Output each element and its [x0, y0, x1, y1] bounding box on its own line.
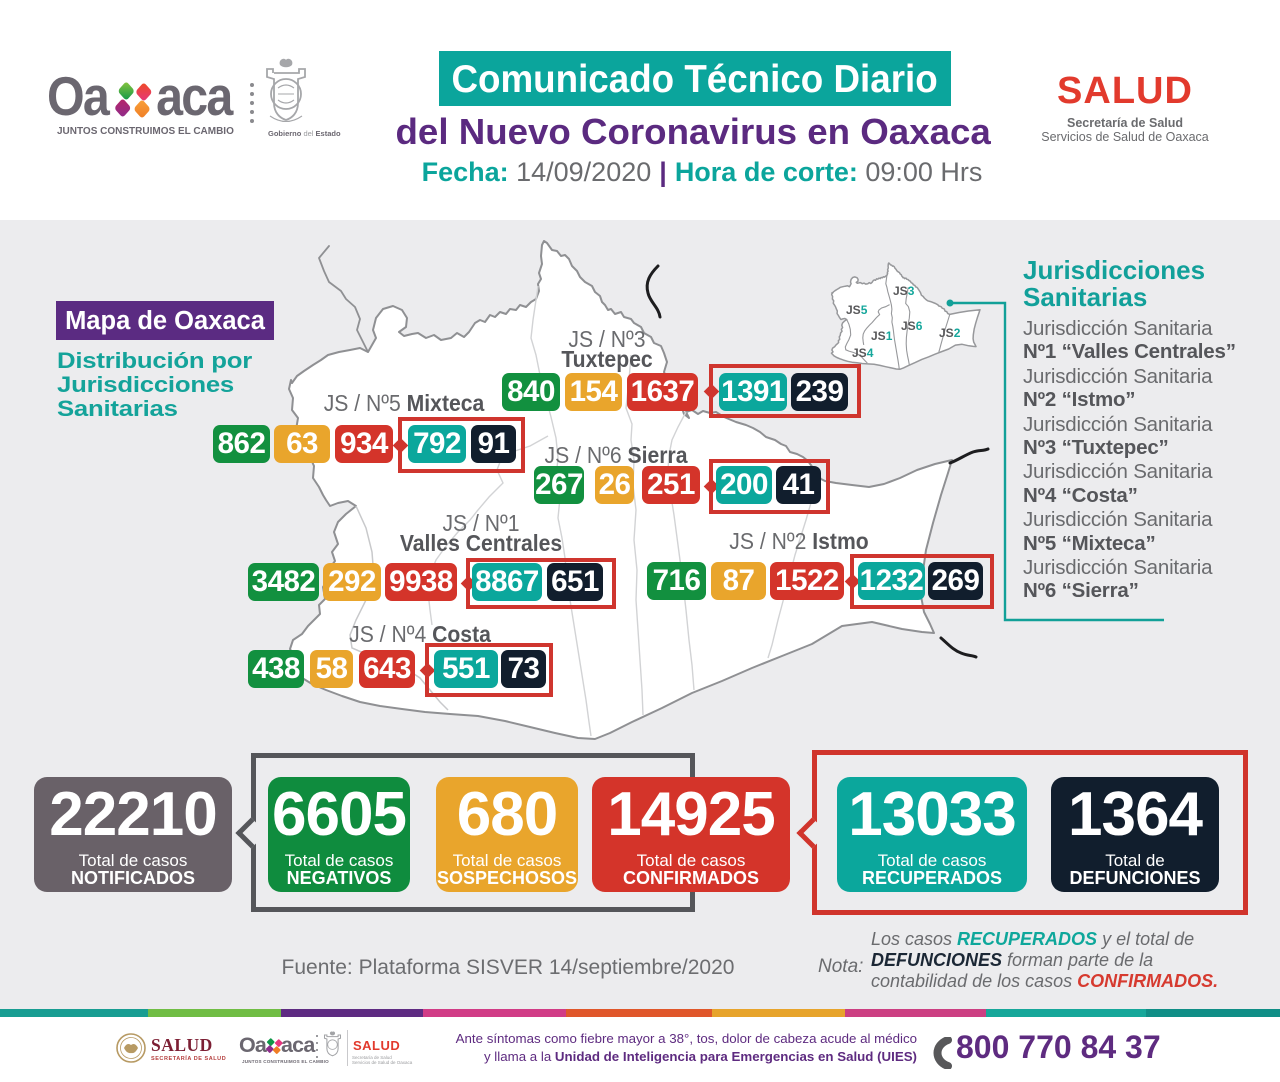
svg-text:JS1: JS1 [871, 329, 893, 343]
svg-text:JS6: JS6 [901, 319, 923, 333]
svg-text:JS4: JS4 [852, 346, 874, 360]
svg-text:JS5: JS5 [846, 303, 868, 317]
svg-text:JS2: JS2 [939, 326, 961, 340]
svg-text:JS3: JS3 [893, 284, 915, 298]
